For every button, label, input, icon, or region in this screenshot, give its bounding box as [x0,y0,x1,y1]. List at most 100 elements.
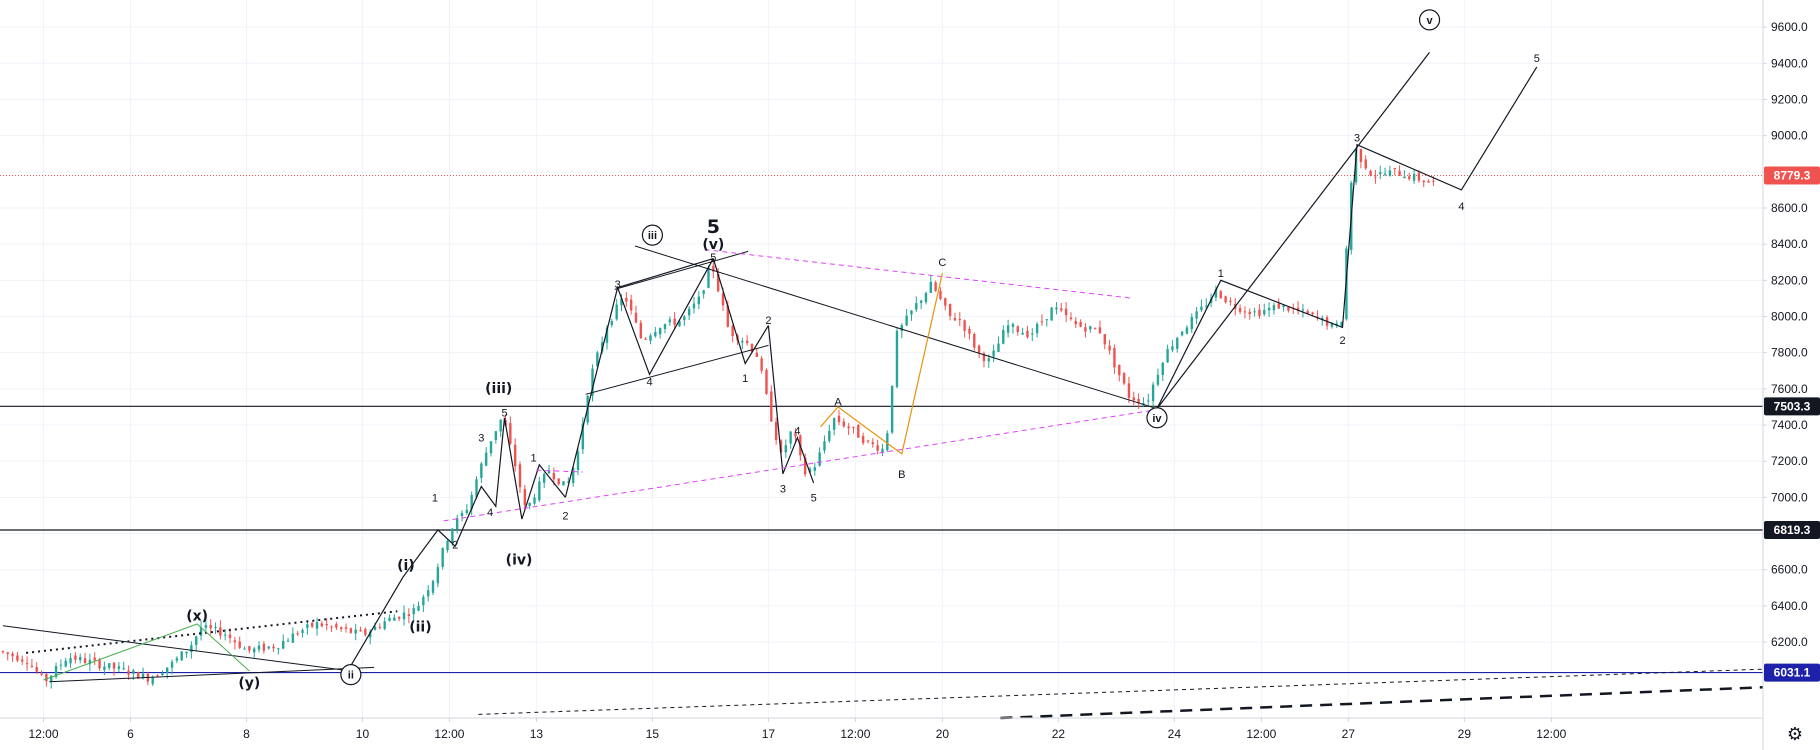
candle-body [1113,348,1116,368]
price-tag-label: 6031.1 [1774,666,1811,680]
candle-body [528,502,531,507]
wave-line[interactable] [767,325,815,484]
candle-body [663,324,667,330]
candle-body [533,497,536,504]
long-trend-line[interactable] [1000,686,1764,720]
trend-line[interactable] [634,245,1158,410]
candle-body [977,345,981,353]
candle-body [876,445,879,451]
time-tick-label: 22 [1052,727,1066,741]
trend-line[interactable] [585,344,769,395]
wave-label-circle [340,663,362,686]
time-axis[interactable]: 12:00 6 8 10 12:00 13 15 17 12:00 20 22 24 12:00 27 29… [0,717,1763,741]
candle-body [760,358,763,371]
candle-body [774,421,778,441]
wxy-line[interactable] [43,623,250,681]
wave-line[interactable] [1156,66,1538,409]
candle-body [900,325,903,331]
candle-body [6,652,9,655]
candle-body [1403,176,1406,179]
candle-body [40,673,43,675]
candle-body [397,616,401,619]
candle-body [1050,307,1053,321]
time-tick-label: 12:00 [840,727,870,741]
candle-body [475,479,478,498]
price-tick-label: 7800.0 [1771,346,1808,360]
candle-body [98,660,101,669]
candle-body [69,657,72,664]
candle-body [306,624,309,628]
abc-correction-line[interactable] [820,272,943,455]
wave-labels: ii(x)(y)(i)(ii)(iii)(iv)iii(v)5ivvABC123… [186,9,1540,692]
candle-body [228,634,232,638]
wave-label: 4 [646,377,652,389]
candle-body [557,478,560,485]
candle-body [1180,331,1184,336]
candle-body [779,440,783,453]
candle-body [277,648,280,650]
candle-body [678,320,681,327]
candle-body [30,665,34,667]
wave-line[interactable] [617,258,714,289]
candle-body [489,441,493,454]
wave-line[interactable] [1156,52,1430,410]
candle-body [117,666,121,669]
wave-line[interactable] [564,258,714,498]
candle-body [1103,334,1106,345]
candle-body [784,445,788,453]
price-tags: 8779.3 7503.3 6819.3 6031.1 [1764,166,1820,682]
wave-line[interactable] [712,258,769,365]
candle-body [446,540,449,551]
wave-label-circle [1418,9,1441,31]
wave-label: (i) [397,558,415,574]
candle-body [591,368,594,396]
candle-body [973,333,976,348]
candle-body [214,626,217,628]
wave-line[interactable] [521,463,566,520]
candle-body [180,651,183,661]
trend-line[interactable] [614,250,749,290]
gear-icon[interactable]: ⚙ [1786,724,1804,745]
candle-body [1011,324,1015,327]
magenta-trend-line[interactable] [704,249,1134,299]
candle-body [320,623,324,627]
candle-body [359,629,362,632]
magenta-trend-line[interactable] [536,469,583,473]
candle-body [726,305,730,327]
candle-body [987,358,990,362]
candle-body [625,297,628,302]
candle-body [905,315,908,326]
candle-body [1330,323,1334,327]
candle-body [1383,173,1387,175]
price-axis[interactable]: 6200.06400.06600.06800.07000.07200.07400… [1762,0,1808,750]
candle-body [137,672,140,679]
candle-body [407,614,411,617]
candle-body [1263,310,1266,315]
candle-body [620,298,623,306]
dotted-trend-line[interactable] [25,610,398,654]
candle-body [948,303,952,316]
wave-label: (ii) [409,620,431,636]
price-tag-label: 6819.3 [1774,523,1811,537]
candle-body [963,320,966,331]
candle-body [600,342,604,352]
price-tag-bg [1764,521,1820,540]
candle-body [552,473,556,480]
candle-body [832,418,836,430]
trend-line[interactable] [49,666,375,683]
long-trend-line[interactable] [478,668,1764,715]
time-tick-label: 24 [1168,727,1182,741]
magenta-trend-line[interactable] [443,410,1152,522]
candle-body [1248,311,1251,314]
time-tick-label: 27 [1342,727,1356,741]
trend-line[interactable] [2,625,351,672]
wave-line[interactable] [350,417,523,666]
time-tick-label: 29 [1458,727,1472,741]
price-tick-label: 7200.0 [1771,454,1808,468]
candle-body [668,319,672,323]
candle-body [1200,306,1203,311]
candle-body [571,467,575,484]
candle-body [59,664,63,666]
candle-body [1398,170,1401,176]
